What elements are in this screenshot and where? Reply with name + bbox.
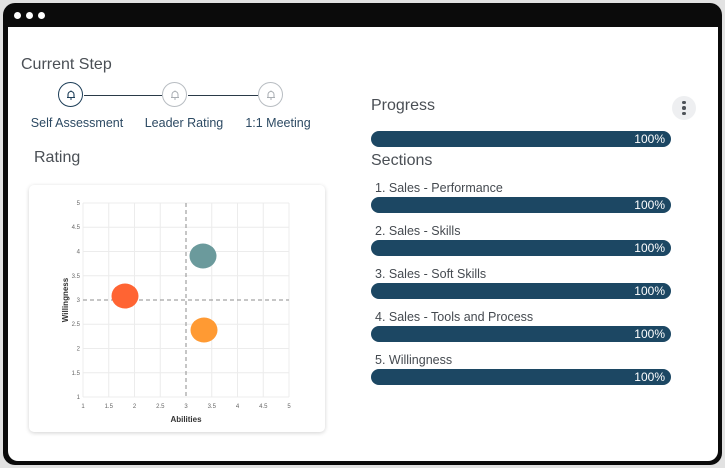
svg-text:3.5: 3.5 <box>72 274 81 280</box>
svg-text:5: 5 <box>287 404 291 410</box>
bell-icon <box>66 90 75 100</box>
step-label: Leader Rating <box>144 116 224 130</box>
section-label: 1. Sales - Performance <box>375 181 503 195</box>
section-label: 4. Sales - Tools and Process <box>375 310 534 324</box>
section-progress-value: 100% <box>634 198 665 212</box>
y-axis-label: Willingness <box>61 277 70 322</box>
section-label: 5. Willingness <box>375 353 453 367</box>
section-progress-bar: 100% <box>371 197 671 213</box>
rating-chart-card: 5 4.5 4 3.5 3 2.5 2 1.5 1 1 1.5 2 2.5 3 … <box>29 185 325 432</box>
svg-text:2.5: 2.5 <box>156 404 165 410</box>
progress-title: Progress <box>371 97 436 114</box>
data-point-orange <box>190 317 218 343</box>
data-point-red <box>111 283 139 309</box>
more-options-button[interactable] <box>672 96 696 120</box>
rating-title: Rating <box>34 149 81 166</box>
section-progress-bar: 100% <box>371 283 671 299</box>
more-vertical-icon <box>682 100 686 105</box>
step-connector <box>84 95 162 96</box>
svg-text:4.5: 4.5 <box>259 404 268 410</box>
step-connector <box>188 95 258 96</box>
svg-text:1.5: 1.5 <box>105 404 114 410</box>
svg-text:4.5: 4.5 <box>72 225 81 231</box>
svg-text:3.5: 3.5 <box>208 404 217 410</box>
section-progress-value: 100% <box>634 284 665 298</box>
more-vertical-icon <box>682 106 686 110</box>
sections-title: Sections <box>371 152 433 169</box>
svg-text:2: 2 <box>77 347 81 353</box>
section-progress-value: 100% <box>634 241 665 255</box>
svg-text:1.5: 1.5 <box>72 371 81 377</box>
section-progress-bar: 100% <box>371 369 671 385</box>
svg-text:1: 1 <box>81 404 85 410</box>
svg-text:4: 4 <box>77 250 81 256</box>
current-step-title: Current Step <box>21 56 112 73</box>
svg-text:5: 5 <box>77 201 81 207</box>
step-label: 1:1 Meeting <box>245 116 311 130</box>
step-leader-rating[interactable] <box>162 82 187 107</box>
svg-text:3: 3 <box>77 298 81 304</box>
svg-text:2.5: 2.5 <box>72 322 81 328</box>
section-progress-bar: 100% <box>371 326 671 342</box>
overall-progress-bar: 100% <box>371 131 671 147</box>
x-axis-ticks: 1 1.5 2 2.5 3 3.5 4 4.5 5 <box>81 404 291 410</box>
progress-value: 100% <box>634 132 665 146</box>
data-point-teal <box>189 243 217 269</box>
svg-text:4: 4 <box>236 404 240 410</box>
more-vertical-icon <box>682 111 686 116</box>
svg-text:1: 1 <box>77 395 81 401</box>
x-axis-label: Abilities <box>170 415 202 424</box>
section-progress-value: 100% <box>634 370 665 384</box>
section-label: 3. Sales - Soft Skills <box>375 267 487 281</box>
step-one-on-one-meeting[interactable] <box>258 82 283 107</box>
rating-scatter-chart: 5 4.5 4 3.5 3 2.5 2 1.5 1 1 1.5 2 2.5 3 … <box>61 201 291 424</box>
titlebar <box>3 3 722 27</box>
bell-icon <box>170 90 179 99</box>
window-dot-icon <box>14 12 21 19</box>
section-progress-bar: 100% <box>371 240 671 256</box>
window-dot-icon <box>26 12 33 19</box>
y-axis-ticks: 5 4.5 4 3.5 3 2.5 2 1.5 1 <box>72 201 81 401</box>
section-label: 2. Sales - Skills <box>375 224 461 238</box>
step-self-assessment[interactable] <box>58 82 83 107</box>
svg-text:3: 3 <box>184 404 188 410</box>
step-label: Self Assessment <box>30 116 124 130</box>
svg-text:2: 2 <box>133 404 137 410</box>
window-dot-icon <box>38 12 45 19</box>
section-progress-value: 100% <box>634 327 665 341</box>
bell-icon <box>266 90 275 99</box>
